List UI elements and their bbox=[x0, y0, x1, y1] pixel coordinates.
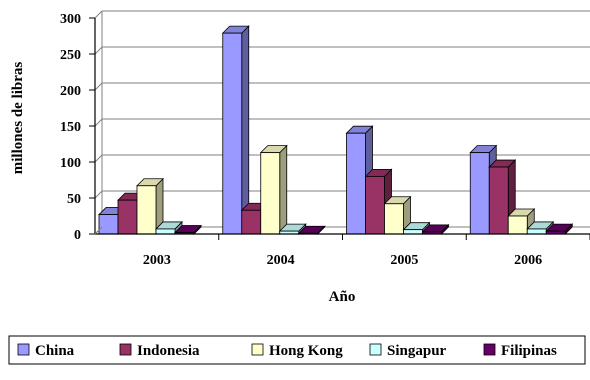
bar bbox=[384, 203, 404, 235]
x-tick-labels: 2003 2004 2005 2006 bbox=[143, 253, 542, 268]
legend-label: Filipinas bbox=[501, 343, 557, 359]
bar bbox=[136, 185, 157, 235]
bars bbox=[98, 25, 574, 235]
legend-label: Indonesia bbox=[137, 343, 200, 359]
legend-label: Singapur bbox=[387, 343, 447, 359]
bar bbox=[365, 175, 385, 235]
bar-side bbox=[241, 25, 250, 235]
y-tick-label: 250 bbox=[60, 48, 81, 63]
x-tick-label: 2003 bbox=[143, 253, 171, 268]
bar bbox=[488, 166, 509, 235]
gridline-depth bbox=[94, 118, 103, 127]
legend-swatch bbox=[483, 343, 496, 356]
bar-side bbox=[279, 144, 288, 235]
bar bbox=[117, 199, 138, 235]
legend-swatch bbox=[17, 343, 30, 356]
bar bbox=[260, 152, 281, 235]
legend-label: Hong Kong bbox=[269, 343, 343, 359]
gridline-depth bbox=[94, 10, 103, 19]
floor-edge bbox=[94, 226, 103, 235]
x-tick-label: 2005 bbox=[390, 253, 418, 268]
y-tick-label: 300 bbox=[60, 12, 81, 27]
y-tick-labels: 0 50 100 150 200 250 300 bbox=[60, 12, 81, 243]
bar bbox=[507, 215, 528, 235]
bar bbox=[526, 228, 547, 235]
legend-swatch bbox=[119, 343, 132, 356]
x-axis-title: Año bbox=[329, 289, 356, 305]
bar bbox=[241, 209, 262, 235]
gridline-depth bbox=[94, 82, 103, 91]
gridline-depth bbox=[94, 154, 103, 163]
gridlines bbox=[94, 10, 590, 235]
bar bbox=[346, 132, 366, 235]
bar bbox=[155, 228, 176, 235]
legend: China Indonesia Hong Kong Singapur Filipinas bbox=[8, 335, 586, 365]
x-tick-label: 2004 bbox=[267, 253, 295, 268]
bar bbox=[469, 152, 490, 235]
y-tick-label: 200 bbox=[60, 84, 81, 99]
legend-swatch bbox=[369, 343, 382, 356]
y-tick-label: 150 bbox=[60, 120, 81, 135]
legend-label: China bbox=[35, 343, 75, 359]
y-tick-label: 50 bbox=[67, 192, 81, 207]
axes bbox=[89, 17, 590, 240]
bar bbox=[403, 229, 423, 235]
gridline-depth bbox=[94, 190, 103, 199]
y-tick-label: 100 bbox=[60, 156, 81, 171]
legend-swatch bbox=[251, 343, 264, 356]
gridline-depth bbox=[94, 46, 103, 55]
bar bbox=[222, 32, 243, 235]
y-tick-label: 0 bbox=[74, 228, 81, 243]
y-axis-title: millones de libras bbox=[10, 62, 26, 175]
bar bbox=[98, 214, 119, 235]
x-tick-label: 2006 bbox=[514, 253, 542, 268]
